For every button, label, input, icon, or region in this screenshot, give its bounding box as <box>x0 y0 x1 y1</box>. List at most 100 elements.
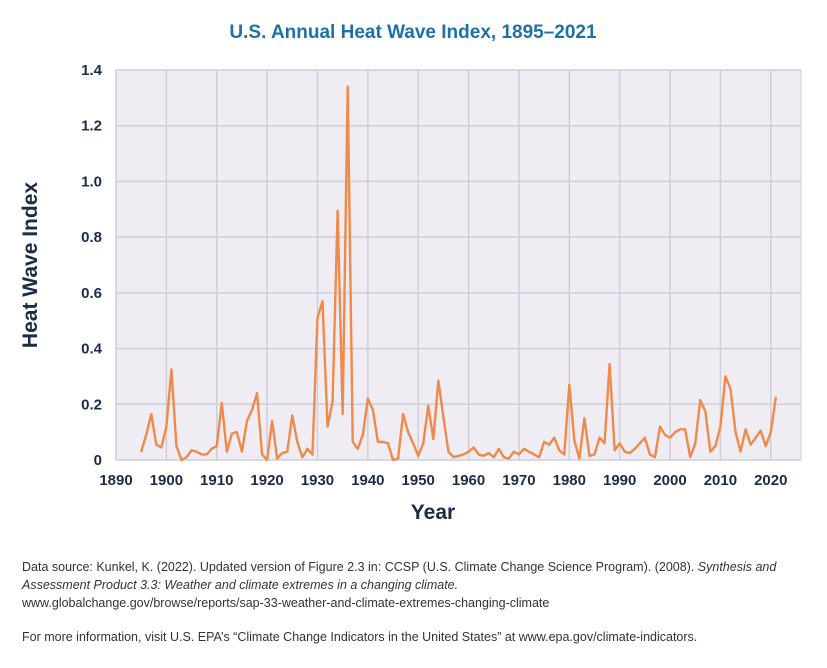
y-tick-label: 1.2 <box>81 118 102 135</box>
data-point <box>422 442 425 445</box>
data-point <box>427 404 430 407</box>
data-point <box>230 432 233 435</box>
data-point <box>301 456 304 459</box>
x-tick-label: 1980 <box>553 472 586 489</box>
data-point <box>180 459 183 461</box>
data-point <box>402 413 404 415</box>
data-point <box>276 457 279 460</box>
data-point <box>497 447 500 450</box>
data-point <box>145 434 148 436</box>
data-point <box>467 450 470 453</box>
data-point <box>266 459 269 461</box>
data-point <box>377 440 379 443</box>
data-source-note: Data source: Kunkel, K. (2022). Updated … <box>22 558 812 612</box>
data-point <box>583 417 586 420</box>
data-point <box>598 436 601 439</box>
data-point <box>205 453 208 456</box>
data-point <box>749 443 752 446</box>
data-point <box>462 453 465 456</box>
data-point <box>679 428 682 431</box>
data-point <box>654 456 656 459</box>
data-point <box>729 388 732 390</box>
data-point <box>246 420 248 422</box>
data-point <box>684 428 687 431</box>
data-point <box>321 300 324 303</box>
y-tick-label: 0.8 <box>81 229 102 246</box>
data-point <box>407 431 410 434</box>
data-point <box>397 457 399 460</box>
x-axis-ticks: 1890 1900 1910 1920 1930 1940 1950 1960 1970 1980… <box>99 472 787 489</box>
data-point <box>714 445 717 447</box>
data-point <box>155 443 158 446</box>
data-point <box>215 445 218 447</box>
data-point <box>291 414 294 417</box>
data-point <box>633 447 636 450</box>
data-point <box>492 456 495 459</box>
data-point <box>366 397 369 400</box>
x-tick-label: 1960 <box>452 472 485 489</box>
data-point <box>220 401 223 404</box>
data-point <box>140 450 143 453</box>
data-point <box>256 392 258 395</box>
data-point <box>271 420 274 422</box>
more-info-note: For more information, visit U.S. EPA’s “… <box>22 630 698 644</box>
data-point <box>225 450 228 453</box>
data-point <box>326 425 329 428</box>
data-point <box>442 415 445 418</box>
data-point <box>482 454 485 457</box>
data-point <box>331 400 334 403</box>
data-point <box>195 450 198 453</box>
data-point <box>759 429 762 432</box>
data-point <box>689 456 692 459</box>
data-point <box>659 425 661 428</box>
x-axis-label: Year <box>411 501 455 524</box>
data-point <box>437 379 440 382</box>
x-tick-label: 2000 <box>653 472 686 489</box>
data-point <box>719 425 722 428</box>
data-point <box>608 362 611 365</box>
data-point <box>563 453 566 456</box>
data-point <box>185 456 188 459</box>
data-point <box>336 209 339 212</box>
y-tick-label: 0 <box>94 452 102 469</box>
data-point <box>744 428 747 431</box>
data-point <box>261 453 263 456</box>
data-point <box>296 440 299 443</box>
data-point <box>699 399 702 402</box>
data-point <box>361 434 364 436</box>
x-tick-label: 1940 <box>351 472 384 489</box>
data-point <box>548 443 551 446</box>
data-point <box>674 431 676 434</box>
data-point <box>533 453 535 456</box>
y-tick-label: 0.2 <box>81 396 102 413</box>
data-point <box>618 442 621 445</box>
data-point <box>452 456 455 459</box>
data-point <box>432 438 435 441</box>
data-point <box>528 450 530 453</box>
data-source-title: Synthesis and Assessment Product 3.3: We… <box>22 560 777 592</box>
data-point <box>457 454 460 457</box>
data-point <box>477 453 480 456</box>
x-tick-label: 1990 <box>603 472 636 489</box>
data-point <box>235 431 238 434</box>
data-point <box>417 454 420 457</box>
data-point <box>160 446 163 449</box>
data-point <box>558 449 561 452</box>
data-point <box>241 450 243 453</box>
data-point <box>613 449 616 452</box>
data-point <box>472 446 475 449</box>
data-point <box>694 442 697 445</box>
data-point <box>175 445 178 447</box>
data-point <box>200 453 203 456</box>
plot-area <box>115 69 802 461</box>
y-axis-label: Heat Wave Index <box>19 182 42 348</box>
data-point <box>538 456 540 459</box>
data-point <box>346 85 349 88</box>
data-point <box>150 413 153 415</box>
data-point <box>568 383 571 386</box>
data-point <box>588 454 591 457</box>
data-point <box>165 425 168 428</box>
data-point <box>311 453 314 456</box>
data-point <box>412 442 415 445</box>
x-tick-label: 1970 <box>502 472 535 489</box>
